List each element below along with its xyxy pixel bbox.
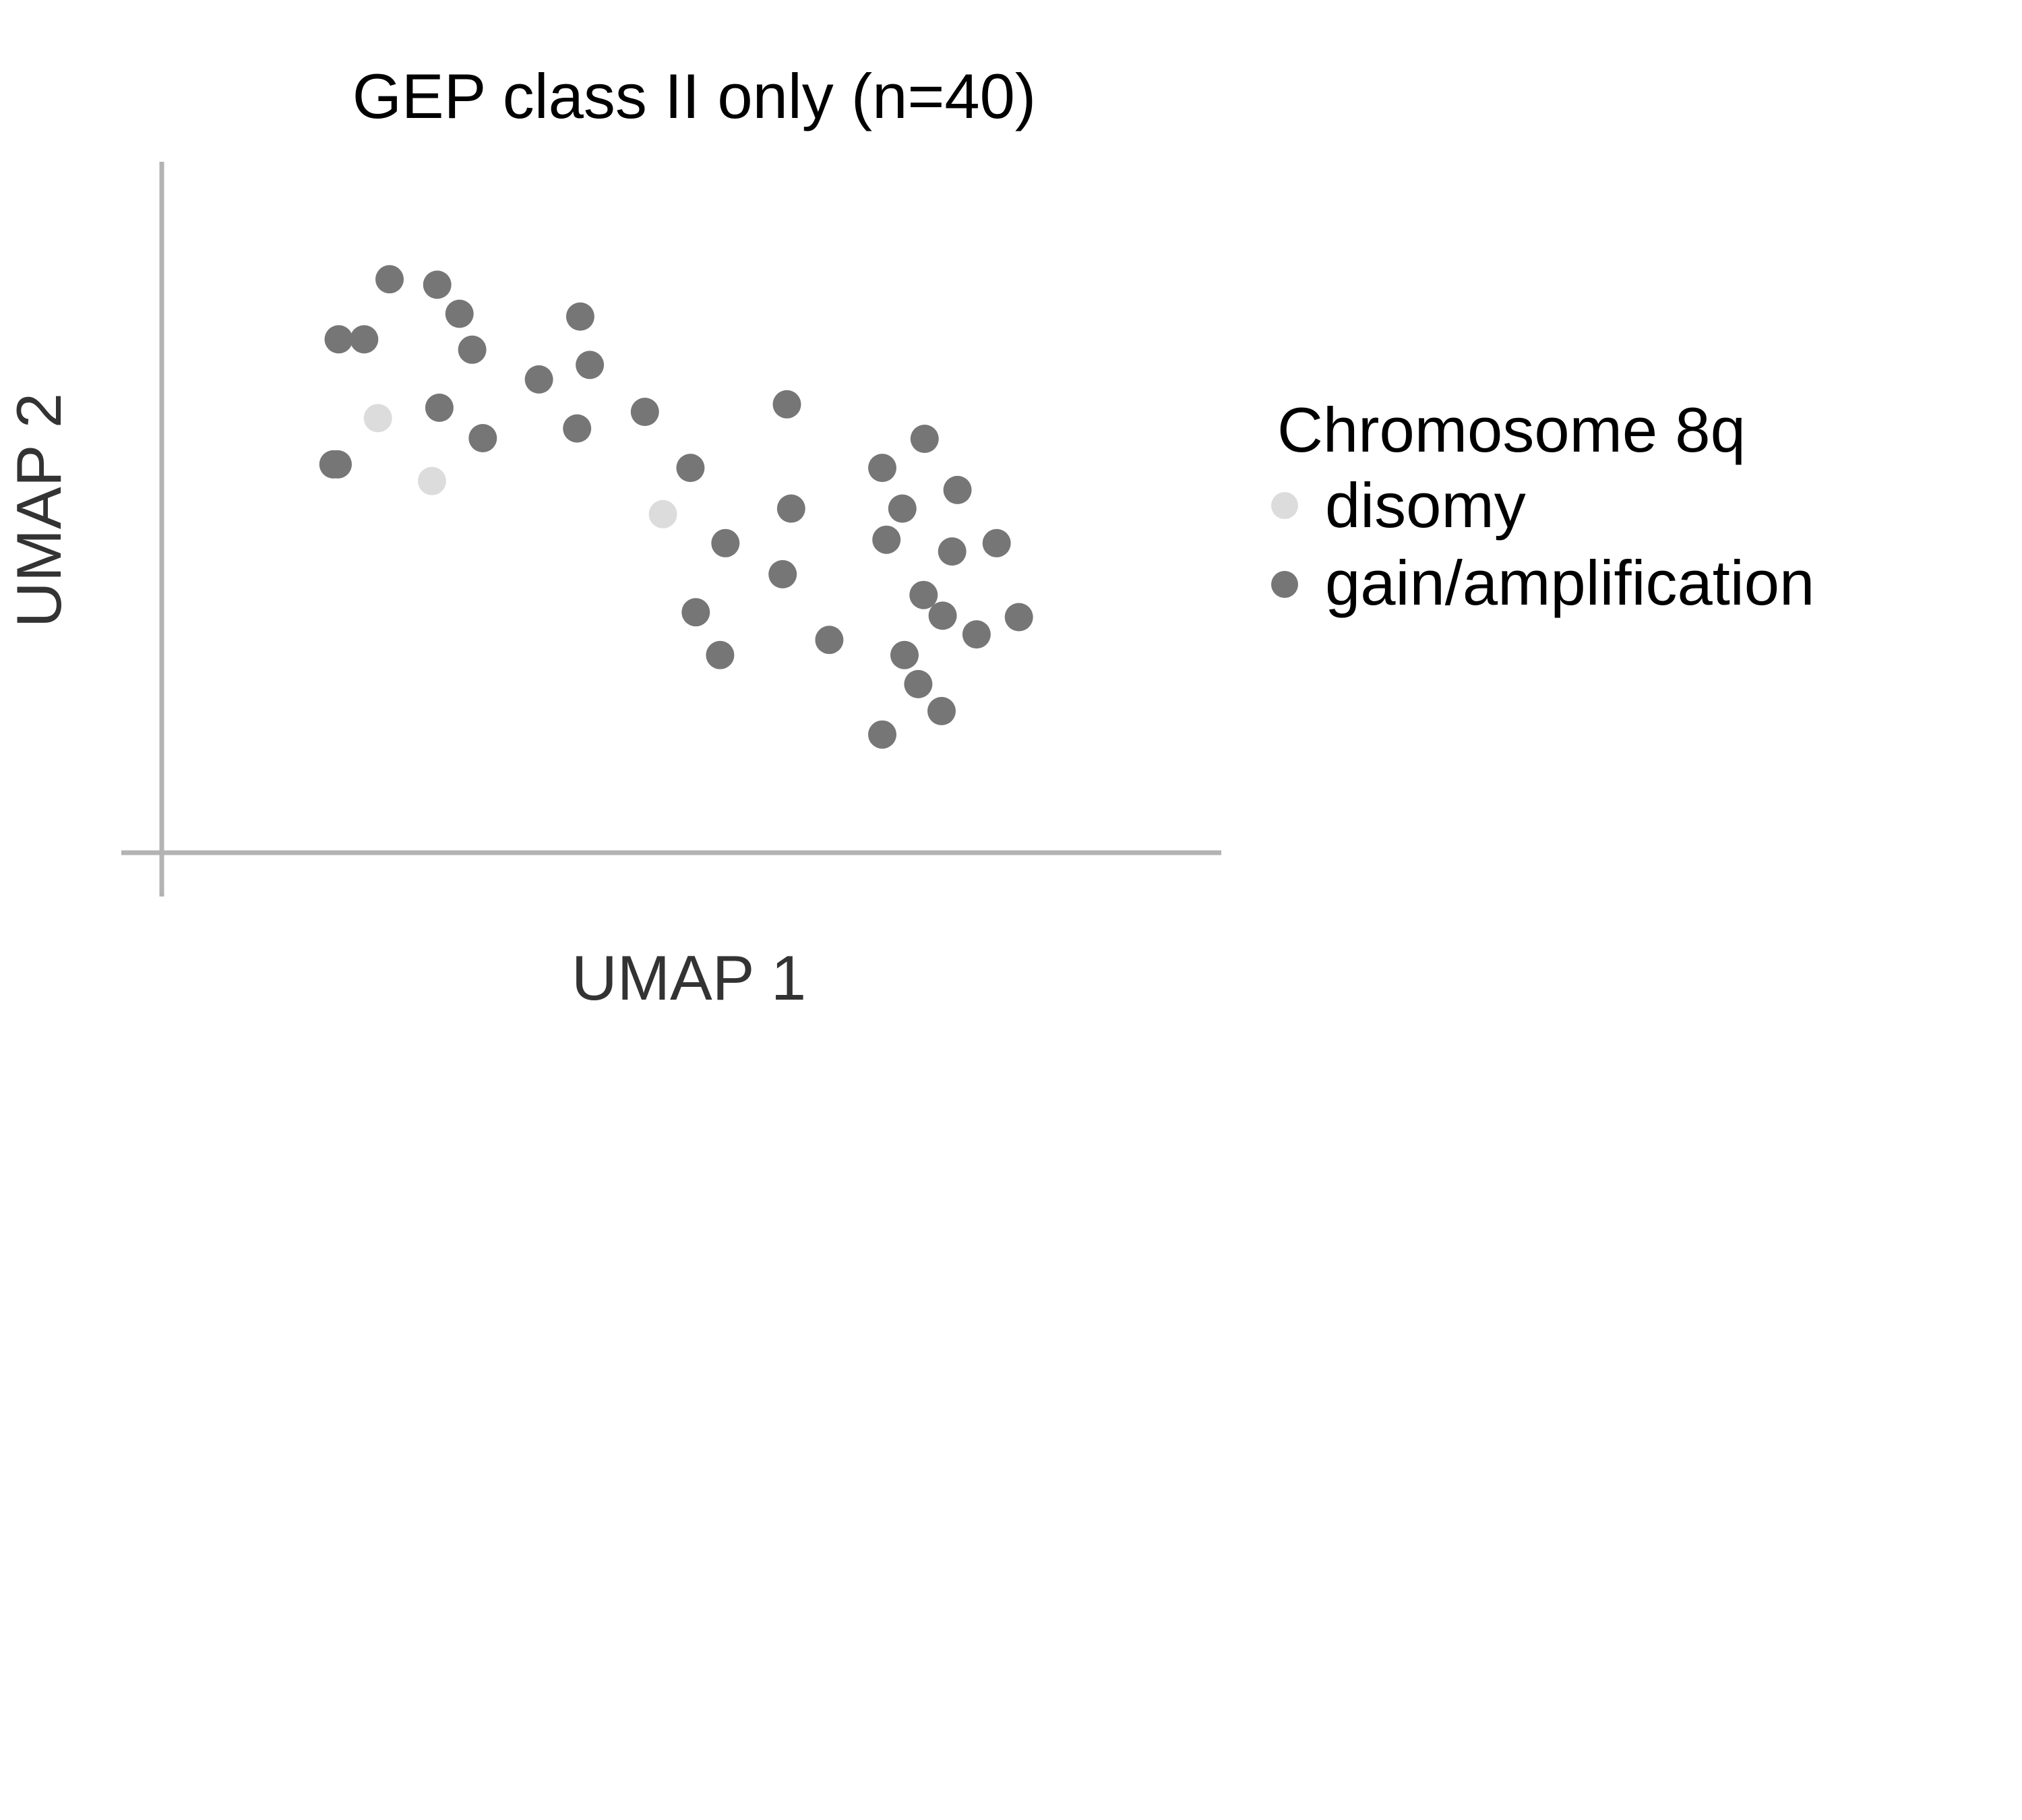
plot-area xyxy=(121,162,1221,897)
point-gain-amplification xyxy=(563,414,592,443)
point-gain-amplification xyxy=(962,620,991,649)
point-gain-amplification xyxy=(319,450,348,479)
legend-swatch-disomy xyxy=(1271,492,1298,519)
point-gain-amplification xyxy=(576,351,605,380)
point-gain-amplification xyxy=(711,528,740,557)
y-axis-label: UMAP 2 xyxy=(3,393,74,628)
point-gain-amplification xyxy=(872,525,901,554)
point-disomy xyxy=(363,404,392,433)
point-gain-amplification xyxy=(350,325,379,354)
legend-label-disomy: disomy xyxy=(1325,470,1526,541)
point-gain-amplification xyxy=(890,640,919,669)
point-gain-amplification xyxy=(928,601,957,630)
point-gain-amplification xyxy=(524,365,553,394)
point-gain-amplification xyxy=(630,398,659,426)
point-gain-amplification xyxy=(445,299,474,328)
legend-swatch-gain-amplification xyxy=(1271,571,1298,598)
point-gain-amplification xyxy=(910,425,939,453)
point-gain-amplification xyxy=(768,559,797,588)
point-gain-amplification xyxy=(909,580,938,609)
point-gain-amplification xyxy=(904,669,933,698)
point-gain-amplification xyxy=(565,302,594,331)
point-gain-amplification xyxy=(815,626,844,655)
points-layer xyxy=(319,265,1033,749)
point-gain-amplification xyxy=(938,537,967,566)
point-gain-amplification xyxy=(943,475,972,504)
legend-title: Chromosome 8q xyxy=(1277,394,1746,465)
point-disomy xyxy=(648,499,677,528)
point-gain-amplification xyxy=(776,494,805,523)
point-gain-amplification xyxy=(425,393,454,422)
point-gain-amplification xyxy=(982,528,1011,557)
point-disomy xyxy=(417,466,446,495)
point-gain-amplification xyxy=(676,454,705,483)
point-gain-amplification xyxy=(706,640,735,669)
point-gain-amplification xyxy=(888,494,917,523)
point-gain-amplification xyxy=(927,696,956,725)
chart-title: GEP class II only (n=40) xyxy=(353,61,1036,131)
point-gain-amplification xyxy=(868,720,896,749)
point-gain-amplification xyxy=(375,265,404,294)
point-gain-amplification xyxy=(468,424,497,452)
point-gain-amplification xyxy=(423,270,452,299)
point-gain-amplification xyxy=(868,454,896,483)
point-gain-amplification xyxy=(1004,603,1033,632)
point-gain-amplification xyxy=(772,390,801,419)
x-axis-label: UMAP 1 xyxy=(572,942,806,1013)
point-gain-amplification xyxy=(324,325,353,354)
legend: Chromosome 8q disomy gain/amplification xyxy=(1271,394,1814,618)
legend-label-gain-amplification: gain/amplification xyxy=(1325,547,1814,618)
point-gain-amplification xyxy=(458,335,487,364)
point-gain-amplification xyxy=(681,598,710,627)
